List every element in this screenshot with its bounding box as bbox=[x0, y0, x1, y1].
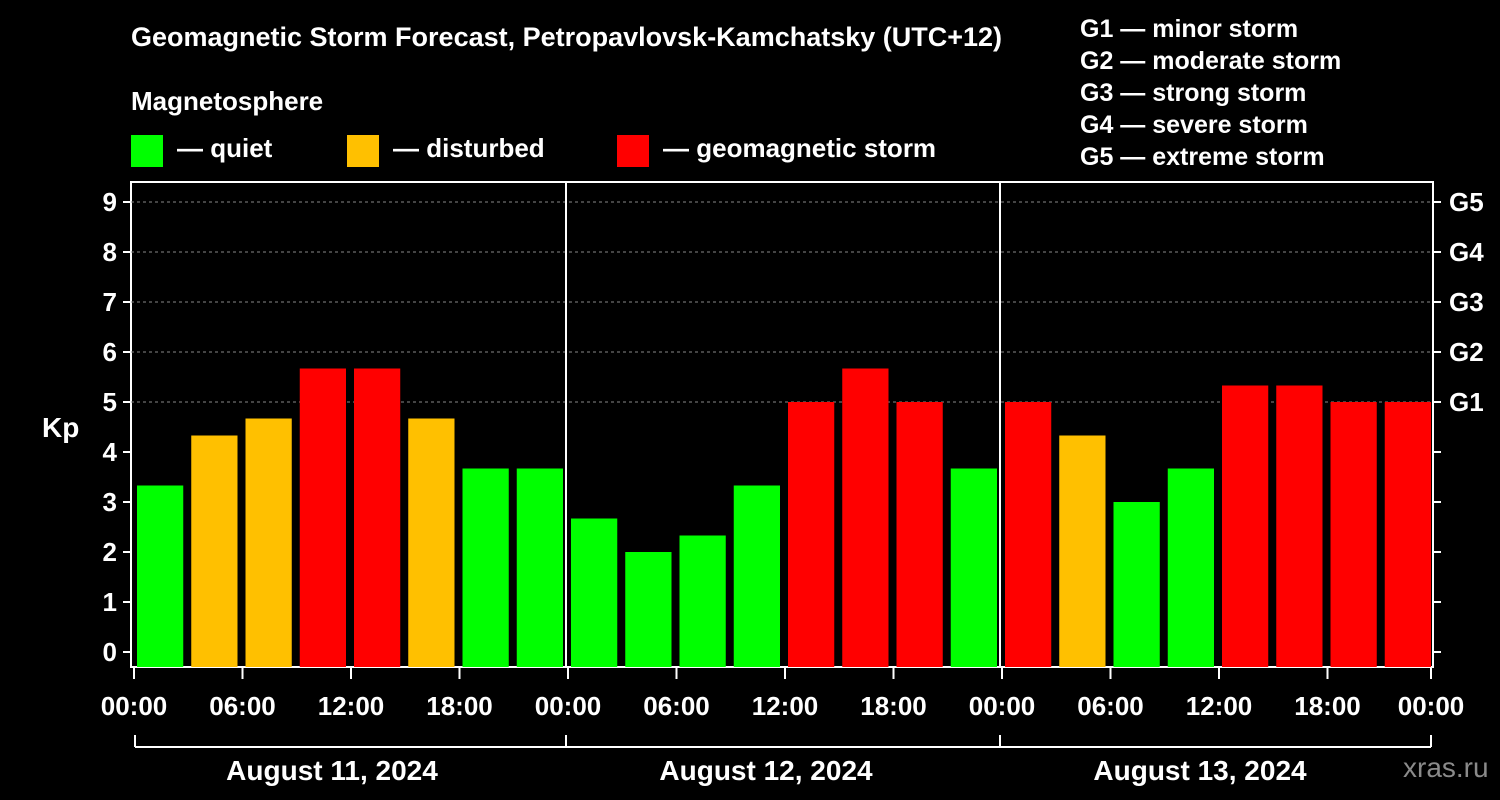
g-scale-g1: G1 — minor storm bbox=[1080, 15, 1299, 43]
g-scale-g2: G2 — moderate storm bbox=[1080, 47, 1342, 75]
x-tick-label: 12:00 bbox=[318, 691, 385, 721]
g-level-label: G4 bbox=[1449, 237, 1484, 267]
bar bbox=[354, 368, 401, 667]
bar bbox=[679, 535, 726, 667]
x-tick-label: 18:00 bbox=[860, 691, 927, 721]
bar bbox=[1167, 468, 1214, 667]
bar bbox=[191, 435, 238, 667]
legend-swatch-disturbed bbox=[347, 135, 379, 167]
y-tick-label: 1 bbox=[103, 587, 117, 617]
plot-frame bbox=[130, 181, 1434, 668]
day-label: August 13, 2024 bbox=[1093, 755, 1307, 786]
x-tick-label: 06:00 bbox=[1077, 691, 1144, 721]
y-tick-label: 9 bbox=[103, 187, 117, 217]
x-tick-label: 12:00 bbox=[1186, 691, 1253, 721]
legend-swatch-quiet bbox=[131, 135, 163, 167]
y-tick-label: 8 bbox=[103, 237, 117, 267]
g-level-label: G5 bbox=[1449, 187, 1484, 217]
g-level-label: G2 bbox=[1449, 337, 1484, 367]
legend-label-disturbed: — disturbed bbox=[393, 133, 545, 163]
legend-title: Magnetosphere bbox=[131, 86, 324, 116]
bar bbox=[1330, 402, 1377, 667]
y-tick-label: 4 bbox=[103, 437, 118, 467]
bar bbox=[462, 468, 509, 667]
bar bbox=[1005, 402, 1052, 667]
bar bbox=[1276, 385, 1323, 667]
bar bbox=[408, 418, 455, 667]
bar bbox=[299, 368, 346, 667]
x-tick-label: 18:00 bbox=[1294, 691, 1361, 721]
g-level-label: G1 bbox=[1449, 387, 1484, 417]
x-tick-label: 06:00 bbox=[643, 691, 710, 721]
x-tick-label: 00:00 bbox=[535, 691, 602, 721]
bar bbox=[1384, 402, 1431, 667]
bar bbox=[137, 485, 184, 667]
y-axis-label: Kp bbox=[42, 412, 80, 443]
bar bbox=[516, 468, 563, 667]
y-tick-label: 7 bbox=[103, 287, 117, 317]
chart-title: Geomagnetic Storm Forecast, Petropavlovs… bbox=[131, 22, 1003, 52]
g-scale-g5: G5 — extreme storm bbox=[1080, 143, 1325, 171]
x-tick-label: 06:00 bbox=[209, 691, 276, 721]
x-tick-label: 00:00 bbox=[969, 691, 1036, 721]
bar bbox=[733, 485, 780, 667]
bar bbox=[950, 468, 997, 667]
bar bbox=[788, 402, 835, 667]
bar bbox=[1222, 385, 1269, 667]
legend-label-storm: — geomagnetic storm bbox=[663, 133, 937, 163]
bar bbox=[1113, 502, 1160, 667]
x-tick-label: 00:00 bbox=[101, 691, 168, 721]
y-tick-label: 2 bbox=[103, 537, 117, 567]
y-tick-label: 3 bbox=[103, 487, 117, 517]
g-scale-g4: G4 — severe storm bbox=[1080, 111, 1308, 139]
y-tick-label: 6 bbox=[103, 337, 117, 367]
x-tick-label: 12:00 bbox=[752, 691, 819, 721]
legend-label-quiet: — quiet bbox=[177, 133, 273, 163]
bar bbox=[571, 518, 618, 667]
bar bbox=[896, 402, 943, 667]
bar bbox=[842, 368, 889, 667]
g-scale-g3: G3 — strong storm bbox=[1080, 79, 1307, 107]
y-tick-label: 0 bbox=[103, 637, 117, 667]
day-label: August 12, 2024 bbox=[659, 755, 873, 786]
bar bbox=[625, 552, 672, 667]
x-tick-label: 18:00 bbox=[426, 691, 493, 721]
y-tick-label: 5 bbox=[103, 387, 117, 417]
day-label: August 11, 2024 bbox=[226, 755, 438, 786]
g-level-label: G3 bbox=[1449, 287, 1484, 317]
legend-swatch-storm bbox=[617, 135, 649, 167]
x-tick-label: 00:00 bbox=[1398, 691, 1465, 721]
watermark: xras.ru bbox=[1403, 752, 1489, 783]
bar bbox=[245, 418, 292, 667]
bar bbox=[1059, 435, 1106, 667]
